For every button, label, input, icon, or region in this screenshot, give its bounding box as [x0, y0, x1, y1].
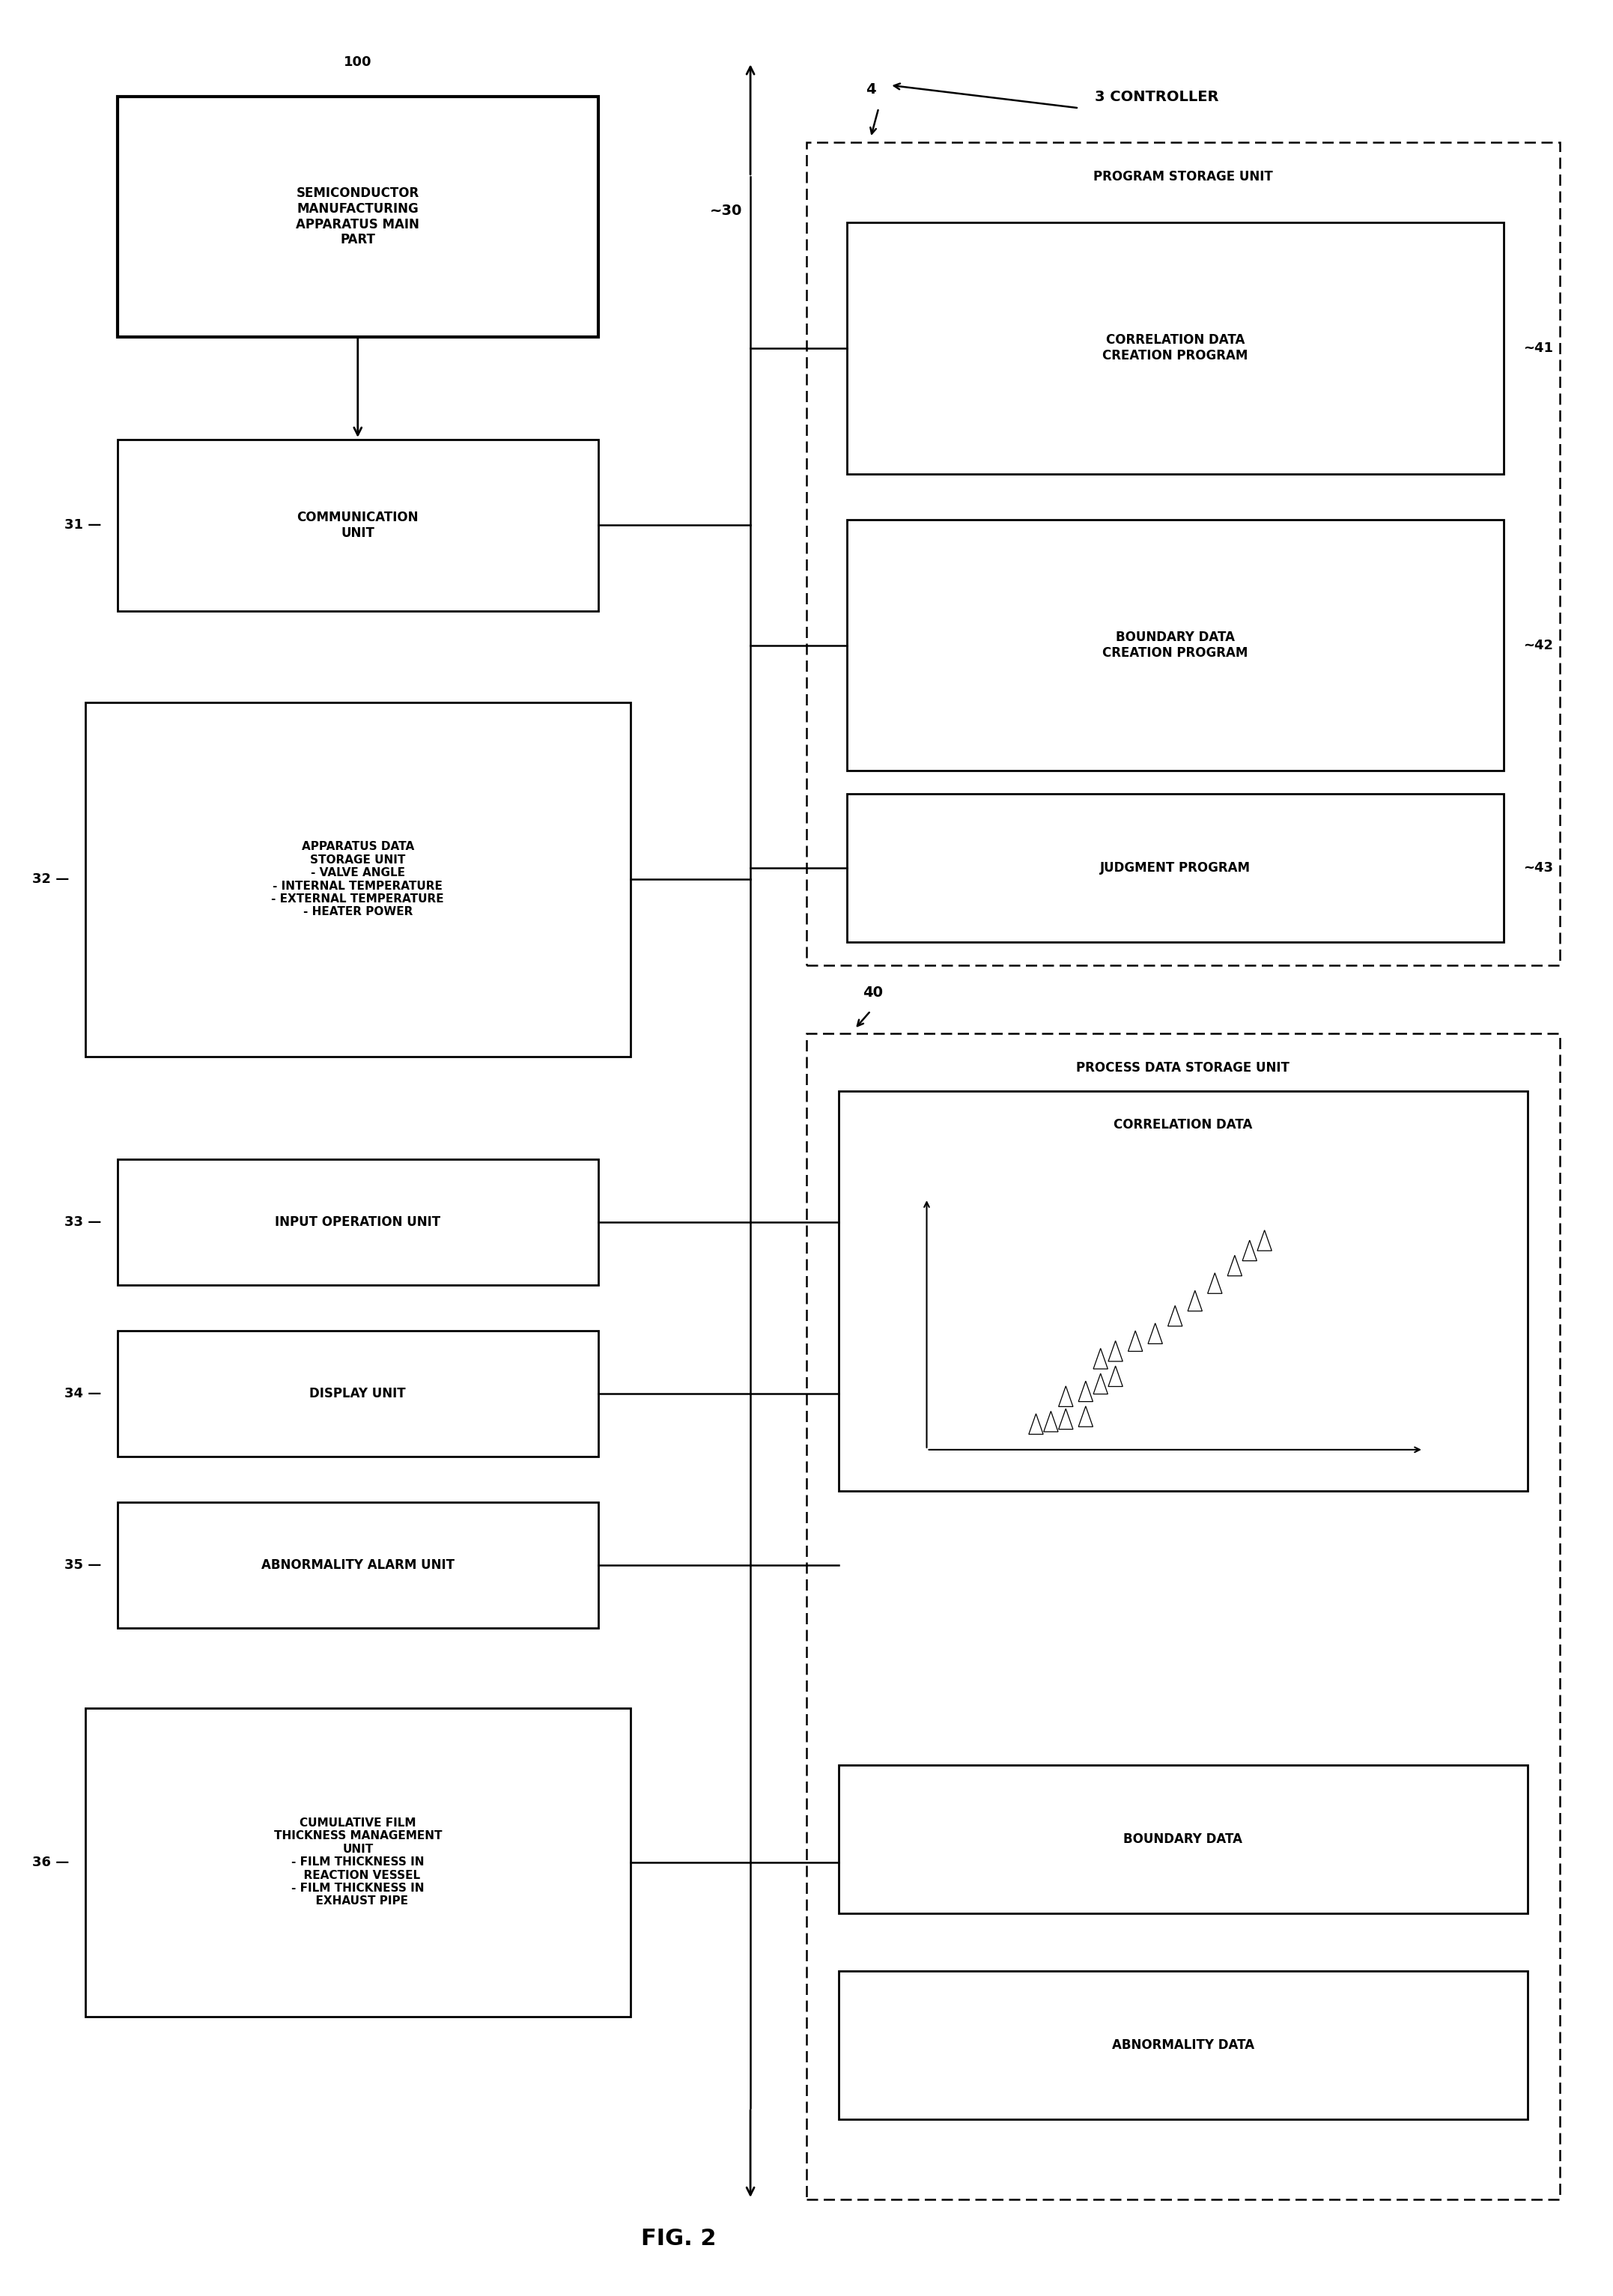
Bar: [118, 1502, 598, 1628]
Bar: [839, 1970, 1528, 2119]
Bar: [847, 223, 1503, 473]
Bar: [85, 703, 631, 1056]
Text: PROCESS DATA STORAGE UNIT: PROCESS DATA STORAGE UNIT: [1076, 1061, 1290, 1075]
Bar: [847, 794, 1503, 941]
Text: ABNORMALITY DATA: ABNORMALITY DATA: [1111, 2039, 1255, 2053]
Text: FIG. 2: FIG. 2: [640, 2227, 716, 2250]
Text: ~30: ~30: [710, 204, 742, 218]
Text: 100: 100: [344, 55, 373, 69]
Text: COMMUNICATION
UNIT: COMMUNICATION UNIT: [297, 510, 419, 540]
Bar: [85, 1708, 631, 2016]
Bar: [847, 519, 1503, 771]
Text: JUDGMENT PROGRAM: JUDGMENT PROGRAM: [1100, 861, 1250, 875]
Text: ~42: ~42: [1523, 638, 1553, 652]
Text: ~43: ~43: [1523, 861, 1553, 875]
Bar: [839, 1766, 1528, 1913]
Text: 32 —: 32 —: [32, 872, 69, 886]
Text: SEMICONDUCTOR
MANUFACTURING
APPARATUS MAIN
PART: SEMICONDUCTOR MANUFACTURING APPARATUS MA…: [297, 186, 419, 246]
Text: ~41: ~41: [1523, 342, 1553, 356]
Text: PROGRAM STORAGE UNIT: PROGRAM STORAGE UNIT: [1094, 170, 1273, 184]
Text: 40: 40: [863, 985, 882, 999]
Bar: [807, 142, 1560, 964]
Text: CORRELATION DATA: CORRELATION DATA: [1113, 1118, 1253, 1132]
Text: 33 —: 33 —: [65, 1215, 102, 1228]
Bar: [118, 1159, 598, 1286]
Text: 36 —: 36 —: [32, 1855, 69, 1869]
Bar: [807, 1033, 1560, 2200]
Text: DISPLAY UNIT: DISPLAY UNIT: [310, 1387, 406, 1401]
Text: 4: 4: [866, 83, 876, 96]
Bar: [118, 96, 598, 338]
Text: BOUNDARY DATA
CREATION PROGRAM: BOUNDARY DATA CREATION PROGRAM: [1102, 631, 1248, 659]
Text: 3 CONTROLLER: 3 CONTROLLER: [1095, 90, 1219, 103]
Text: 34 —: 34 —: [65, 1387, 102, 1401]
Bar: [118, 439, 598, 611]
Text: ABNORMALITY ALARM UNIT: ABNORMALITY ALARM UNIT: [261, 1559, 455, 1573]
Bar: [118, 1332, 598, 1456]
Text: 35 —: 35 —: [65, 1559, 102, 1573]
Text: 31 —: 31 —: [65, 519, 102, 533]
Text: CUMULATIVE FILM
THICKNESS MANAGEMENT
UNIT
- FILM THICKNESS IN
  REACTION VESSEL
: CUMULATIVE FILM THICKNESS MANAGEMENT UNI…: [274, 1818, 442, 1908]
Text: BOUNDARY DATA: BOUNDARY DATA: [1124, 1832, 1242, 1846]
Text: INPUT OPERATION UNIT: INPUT OPERATION UNIT: [274, 1215, 440, 1228]
Text: CORRELATION DATA
CREATION PROGRAM: CORRELATION DATA CREATION PROGRAM: [1102, 333, 1248, 363]
Bar: [839, 1091, 1528, 1490]
Text: APPARATUS DATA
STORAGE UNIT
- VALVE ANGLE
- INTERNAL TEMPERATURE
- EXTERNAL TEMP: APPARATUS DATA STORAGE UNIT - VALVE ANGL…: [271, 840, 444, 918]
